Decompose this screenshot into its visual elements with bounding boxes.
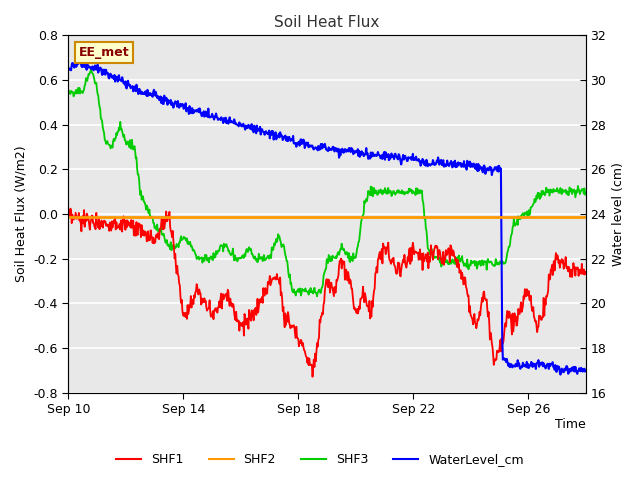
Y-axis label: Soil Heat Flux (W/m2): Soil Heat Flux (W/m2) — [15, 145, 28, 282]
Legend: SHF1, SHF2, SHF3, WaterLevel_cm: SHF1, SHF2, SHF3, WaterLevel_cm — [111, 448, 529, 471]
Y-axis label: Water level (cm): Water level (cm) — [612, 162, 625, 266]
Text: EE_met: EE_met — [79, 46, 129, 59]
Title: Soil Heat Flux: Soil Heat Flux — [275, 15, 380, 30]
X-axis label: Time: Time — [555, 418, 586, 431]
